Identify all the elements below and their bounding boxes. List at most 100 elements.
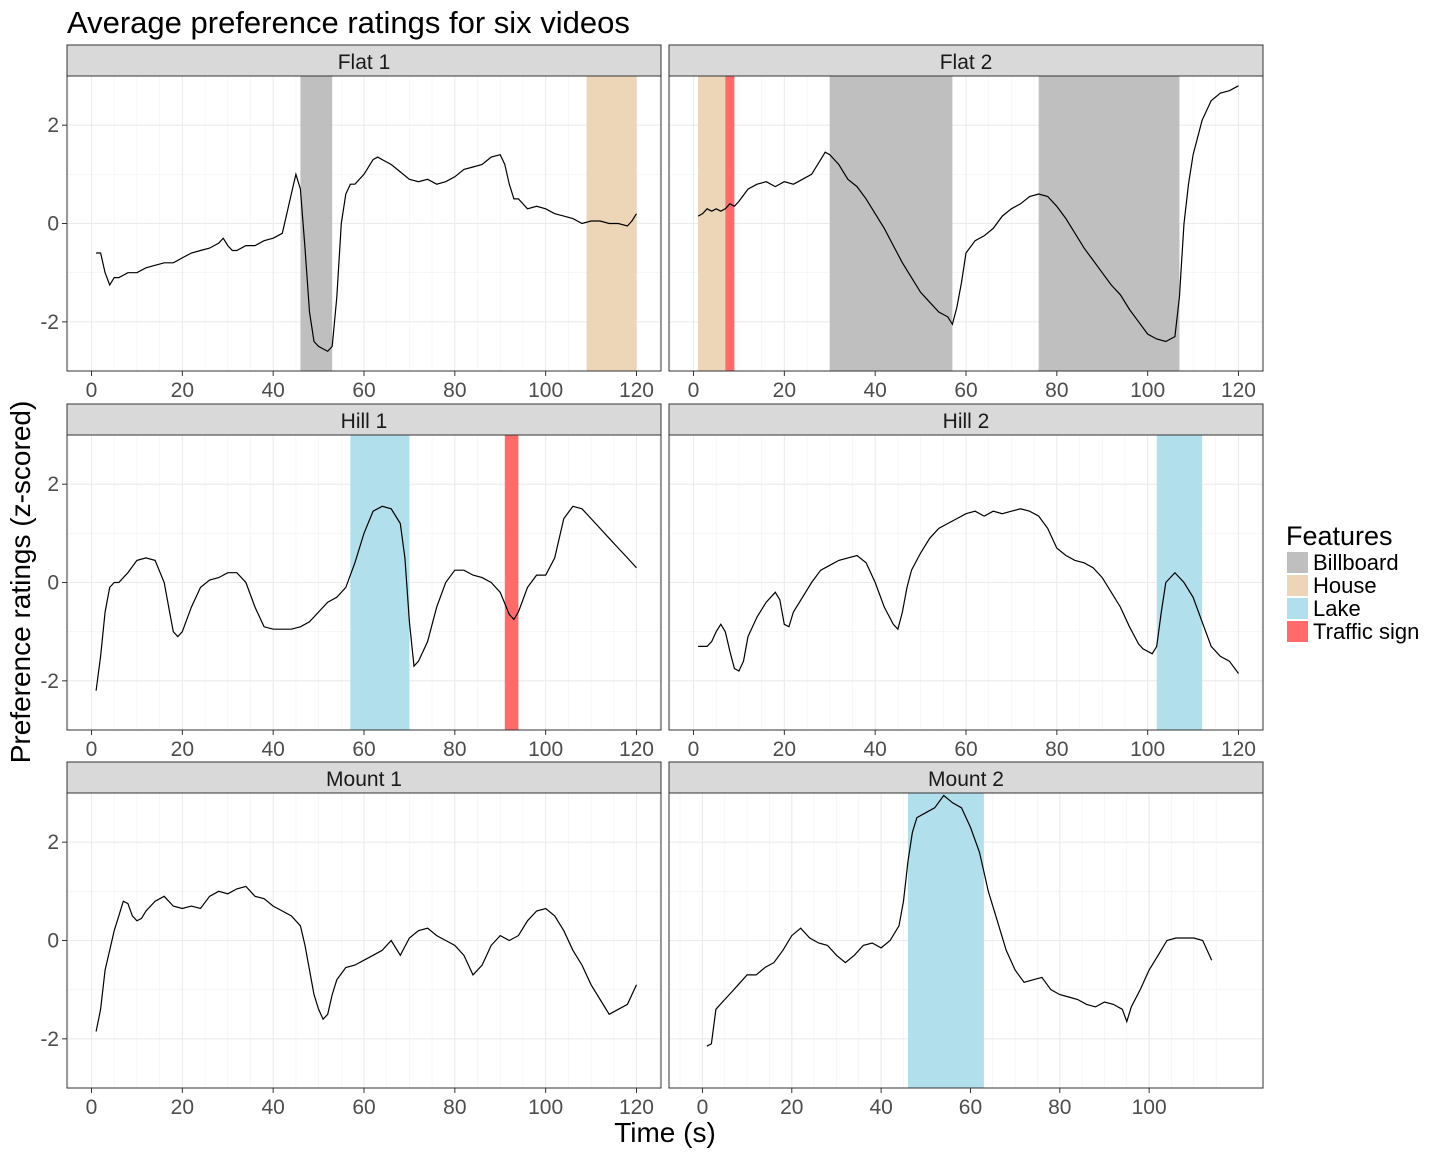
strip-mount-2 xyxy=(668,761,1264,794)
x-tick-label: 40 xyxy=(863,738,886,761)
feature-band-lake xyxy=(350,435,410,730)
chart-title: Average preference ratings for six video… xyxy=(67,5,630,40)
legend-swatch-billboard xyxy=(1287,552,1308,573)
x-tick-label: 40 xyxy=(261,1096,284,1119)
series-line-hill-1 xyxy=(95,505,637,691)
strip-label-hill-1: Hill 1 xyxy=(341,410,388,433)
x-tick-label: 0 xyxy=(86,738,98,761)
feature-band-traffic-sign xyxy=(504,435,519,730)
x-tick-label: 60 xyxy=(959,1096,982,1119)
series-line-flat-2 xyxy=(697,85,1239,343)
panel-hill-2: Hill 2 0 20 40 60 80 100 120 xyxy=(668,403,1264,761)
panel-border xyxy=(668,792,1264,1089)
x-tick-label: 100 xyxy=(1130,738,1165,761)
x-tick-label: 60 xyxy=(954,379,977,402)
x-tick-label: 0 xyxy=(697,1096,709,1119)
feature-band-billboard xyxy=(829,76,953,371)
x-tick-label: 60 xyxy=(352,379,375,402)
x-tick-label: 100 xyxy=(528,1096,563,1119)
x-tick-label: 120 xyxy=(619,379,654,402)
strip-label-mount-2: Mount 2 xyxy=(928,768,1004,791)
y-tick-label: 0 xyxy=(47,213,59,236)
x-tick-label: 0 xyxy=(688,379,700,402)
feature-band-traffic-sign xyxy=(725,76,735,371)
x-tick-label: 100 xyxy=(1132,1096,1167,1119)
panel-flat-2: Flat 2 0 20 40 60 80 100 120 xyxy=(668,44,1264,402)
x-tick-label: 20 xyxy=(780,1096,803,1119)
x-tick-label: 60 xyxy=(954,738,977,761)
x-tick-label: 80 xyxy=(1045,738,1068,761)
strip-flat-2 xyxy=(668,44,1264,77)
x-tick-label: 40 xyxy=(863,379,886,402)
series-line-flat-1 xyxy=(96,153,638,353)
x-tick-label: 80 xyxy=(443,738,466,761)
x-tick-label: 40 xyxy=(261,379,284,402)
x-tick-label: 20 xyxy=(773,379,796,402)
x-tick-label: 80 xyxy=(1045,379,1068,402)
y-tick-label: -2 xyxy=(40,311,59,334)
y-tick-label: 2 xyxy=(47,831,59,854)
x-tick-label: 120 xyxy=(1221,379,1256,402)
panel-mount-2: Mount 2 0 20 40 60 80 100 xyxy=(668,761,1264,1119)
x-tick-label: 40 xyxy=(261,738,284,761)
strip-hill-2 xyxy=(668,403,1264,436)
x-tick-label: 20 xyxy=(773,738,796,761)
x-tick-label: 80 xyxy=(443,379,466,402)
x-tick-label: 80 xyxy=(443,1096,466,1119)
panel-mount-1: Mount 1 0 20 40 60 80 100 120 -2 0 2 xyxy=(40,761,662,1119)
strip-mount-1 xyxy=(66,761,662,794)
y-axis-title: Preference ratings (z-scored) xyxy=(5,401,36,764)
panel-flat-1: Flat 1 0 20 40 60 80 100 120 -2 0 2 xyxy=(40,44,662,402)
series-line-hill-2 xyxy=(698,508,1239,674)
x-tick-label: 100 xyxy=(1130,379,1165,402)
feature-band-house xyxy=(698,76,726,371)
legend-swatch-lake xyxy=(1287,598,1308,619)
strip-hill-1 xyxy=(66,403,662,436)
feature-band-lake xyxy=(907,793,984,1088)
x-tick-label: 100 xyxy=(528,379,563,402)
legend-label-house: House xyxy=(1313,573,1377,598)
series-line-mount-2 xyxy=(706,794,1213,1047)
y-tick-label: -2 xyxy=(40,670,59,693)
strip-flat-1 xyxy=(66,44,662,77)
legend-swatch-traffic-sign xyxy=(1287,621,1308,642)
x-tick-label: 20 xyxy=(171,379,194,402)
x-tick-label: 60 xyxy=(352,1096,375,1119)
feature-band-lake xyxy=(1156,435,1203,730)
series-line-mount-1 xyxy=(95,885,638,1032)
x-tick-label: 120 xyxy=(619,738,654,761)
legend-title: Features xyxy=(1286,521,1393,551)
feature-band-billboard xyxy=(300,76,333,371)
legend-label-lake: Lake xyxy=(1313,596,1361,621)
x-tick-label: 0 xyxy=(86,379,98,402)
y-tick-label: 2 xyxy=(47,114,59,137)
x-tick-label: 60 xyxy=(352,738,375,761)
x-tick-label: 120 xyxy=(619,1096,654,1119)
panel-hill-1: Hill 1 0 20 40 60 80 100 120 -2 0 2 xyxy=(40,403,662,761)
strip-label-hill-2: Hill 2 xyxy=(943,410,990,433)
y-tick-label: 0 xyxy=(47,930,59,953)
strip-label-mount-1: Mount 1 xyxy=(326,768,402,791)
x-tick-label: 20 xyxy=(171,1096,194,1119)
x-tick-label: 0 xyxy=(86,1096,98,1119)
feature-band-billboard xyxy=(1038,76,1180,371)
y-tick-label: 0 xyxy=(47,572,59,595)
x-tick-label: 0 xyxy=(688,738,700,761)
x-tick-label: 40 xyxy=(869,1096,892,1119)
legend-swatch-house xyxy=(1287,575,1308,596)
strip-label-flat-1: Flat 1 xyxy=(338,51,391,74)
x-tick-label: 20 xyxy=(171,738,194,761)
legend-label-traffic-sign: Traffic sign xyxy=(1313,619,1419,644)
y-tick-label: 2 xyxy=(47,473,59,496)
x-tick-label: 80 xyxy=(1048,1096,1071,1119)
x-tick-label: 120 xyxy=(1221,738,1256,761)
legend-label-billboard: Billboard xyxy=(1313,550,1399,575)
y-tick-label: -2 xyxy=(40,1028,59,1051)
x-tick-label: 100 xyxy=(528,738,563,761)
x-axis-title: Time (s) xyxy=(614,1117,716,1148)
strip-label-flat-2: Flat 2 xyxy=(940,51,993,74)
